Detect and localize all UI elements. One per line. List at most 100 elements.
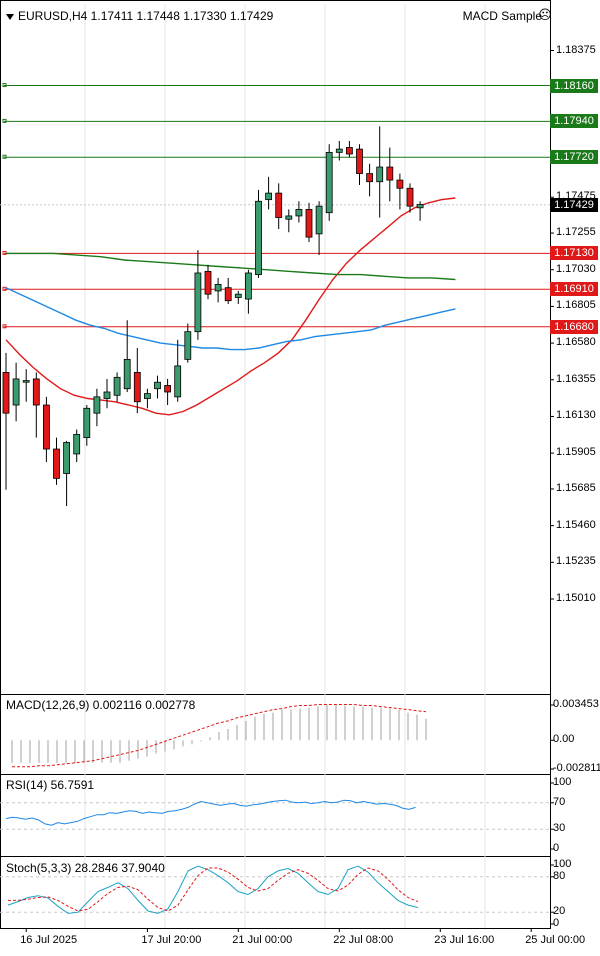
candle-bull xyxy=(416,204,424,209)
candle-bull xyxy=(265,192,273,201)
level-price-tag: 1.17940 xyxy=(550,114,598,129)
candle-bear xyxy=(43,404,50,450)
level-price-tag: 1.17720 xyxy=(550,150,598,165)
price-tick-label: 1.16805 xyxy=(556,299,596,312)
rsi-tick-label: 100 xyxy=(553,776,572,788)
price-tick-label: 1.15235 xyxy=(556,555,596,568)
candle-bull xyxy=(93,396,101,414)
stoch-tick-label: 100 xyxy=(553,858,572,870)
stoch-signal-line xyxy=(8,867,419,912)
candle-bear xyxy=(32,378,40,406)
price-tick-label: 1.17030 xyxy=(556,262,596,275)
time-tick-label: 23 Jul 16:00 xyxy=(434,934,495,946)
candle-bull xyxy=(295,209,303,217)
price-tick-label: 1.16130 xyxy=(556,409,596,422)
candle-bull xyxy=(73,433,81,455)
expert-advisor-label[interactable]: MACD Sample xyxy=(462,9,542,23)
candle-bear xyxy=(345,147,353,155)
level-anchor-marker xyxy=(2,118,7,123)
candle-bull xyxy=(194,272,202,333)
candle-bull xyxy=(315,205,323,235)
stoch-main-line xyxy=(7,865,419,914)
stoch-tick-label: 0 xyxy=(553,917,560,929)
candle-bear xyxy=(133,372,141,403)
rsi-tick-label: 30 xyxy=(553,822,566,835)
candle-bull xyxy=(184,331,192,360)
candle-bull xyxy=(255,200,262,276)
time-tick-label: 16 Jul 2025 xyxy=(20,934,78,946)
price-tick-label: 1.15460 xyxy=(556,518,596,531)
candle-bull xyxy=(244,272,252,300)
price-tick-label: 1.15685 xyxy=(556,481,596,494)
level-anchor-marker xyxy=(2,154,7,159)
candle-bull xyxy=(154,381,161,390)
candle-bear xyxy=(356,148,363,174)
collapse-triangle-icon[interactable] xyxy=(6,13,14,20)
time-tick-label: 22 Jul 08:00 xyxy=(333,934,394,946)
price-tick-label: 1.15905 xyxy=(556,446,596,459)
rsi-line xyxy=(5,799,416,826)
candle-bull xyxy=(325,151,333,214)
level-price-tag: 1.17130 xyxy=(550,246,598,261)
candle-bull xyxy=(174,365,182,398)
level-anchor-marker xyxy=(2,83,7,88)
price-tick-label: 1.16580 xyxy=(556,336,596,349)
candle-bull xyxy=(143,393,151,399)
time-tick-label: 21 Jul 00:00 xyxy=(232,934,293,946)
candle-bull xyxy=(83,407,91,439)
rsi-label: RSI(14) 56.7591 xyxy=(6,778,95,792)
candle-bull xyxy=(22,380,30,383)
candle-bear xyxy=(164,385,172,393)
grid-lines xyxy=(84,4,486,928)
candle-bear xyxy=(224,287,232,302)
candle-bear xyxy=(2,372,10,414)
macd-tick-label: 0.00 xyxy=(553,733,575,746)
candle-bull xyxy=(63,442,70,474)
candle-bear xyxy=(204,270,212,295)
plot-frame xyxy=(0,0,551,929)
macd-histogram xyxy=(11,704,427,763)
candle-bull xyxy=(214,284,222,292)
ma-fast-line xyxy=(5,197,456,416)
candle-bull xyxy=(113,376,121,396)
candle-bear xyxy=(305,209,313,238)
candle-bull xyxy=(376,166,384,183)
rsi-tick-label: 70 xyxy=(553,795,566,808)
price-tick-label: 1.15010 xyxy=(556,591,596,604)
candle-bull xyxy=(285,215,293,220)
candle-bull xyxy=(335,148,343,153)
level-price-tag: 1.18160 xyxy=(550,78,598,93)
candle-bear xyxy=(366,173,374,183)
level-anchor-marker xyxy=(2,286,7,291)
symbol-info: EURUSD,H4 1.17411 1.17448 1.17330 1.1742… xyxy=(18,9,274,23)
time-tick-label: 17 Jul 20:00 xyxy=(141,934,202,946)
macd-tick-label: -0.002811 xyxy=(553,762,600,774)
level-price-tag: 1.16910 xyxy=(550,282,598,297)
candle-bear xyxy=(386,166,394,181)
ma-slow-line xyxy=(6,252,456,281)
price-tick-label: 1.16355 xyxy=(556,372,596,385)
candle-bear xyxy=(275,192,283,218)
candle-bear xyxy=(53,448,60,479)
symbol-header: EURUSD,H4 1.17411 1.17448 1.17330 1.1742… xyxy=(6,9,273,23)
macd-label: MACD(12,26,9) 0.002116 0.002778 xyxy=(6,698,196,712)
price-tick-label: 1.18375 xyxy=(556,43,596,56)
level-anchor-marker xyxy=(2,324,7,329)
candle-bull xyxy=(12,378,20,406)
candles xyxy=(2,126,424,507)
candle-bear xyxy=(406,187,414,207)
frown-face-icon[interactable]: ☹ xyxy=(538,7,552,22)
candle-bear xyxy=(396,179,404,189)
ma-mid-line xyxy=(5,287,456,351)
time-tick-label: 25 Jul 00:00 xyxy=(525,934,586,946)
level-price-tag: 1.16680 xyxy=(550,319,598,334)
current-price-tag: 1.17429 xyxy=(550,197,598,212)
macd-tick-label: 0.003453 xyxy=(553,698,599,710)
rsi-tick-label: 0 xyxy=(553,842,560,854)
candle-bull xyxy=(123,358,131,390)
price-tick-label: 1.17255 xyxy=(556,226,596,239)
stoch-tick-label: 20 xyxy=(553,905,566,918)
stoch-tick-label: 80 xyxy=(553,869,566,882)
